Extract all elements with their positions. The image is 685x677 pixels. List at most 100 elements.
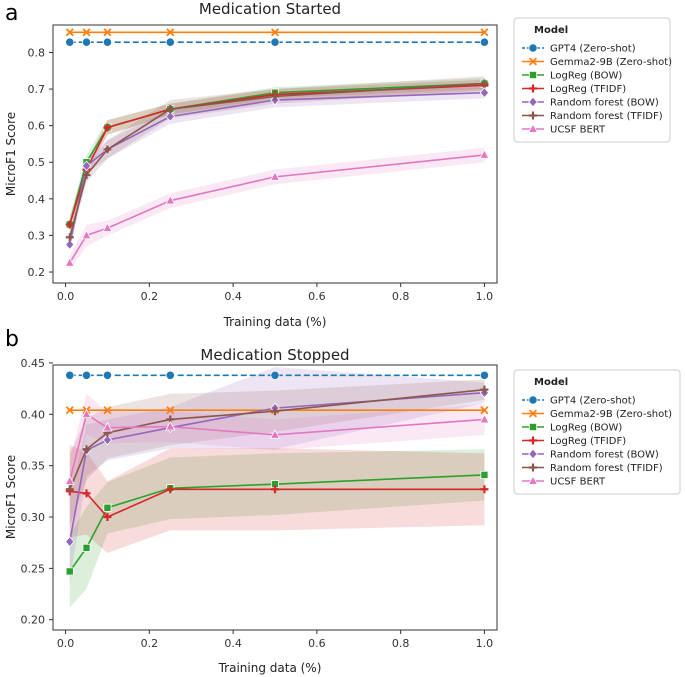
chart-panel-b: b Medication Stopped 0.0 0.2 0.4 0.6 0.8 1.0 0.2… — [4, 327, 681, 675]
x-axis-label: Training data (%) — [218, 661, 322, 675]
x-tick-label: 1.0 — [476, 290, 494, 303]
data-point — [166, 105, 175, 114]
data-point — [102, 422, 113, 432]
legend-label: LogReg (BOW) — [550, 71, 622, 82]
legend-marker — [528, 43, 538, 53]
legend-marker — [528, 96, 538, 108]
x-axis-label: Training data (%) — [223, 315, 327, 329]
data-point — [82, 28, 91, 37]
series-line — [68, 82, 485, 238]
legend-label: LogReg (TFIDF) — [550, 84, 626, 95]
panel-letter: a — [5, 1, 18, 26]
data-point — [65, 239, 75, 250]
series-line — [69, 388, 485, 490]
data-point — [103, 123, 112, 132]
legend-label: Random forest (BOW) — [550, 450, 659, 461]
x-tick-label: 0.6 — [308, 290, 326, 303]
legend-marker — [529, 436, 537, 445]
data-point — [269, 171, 281, 181]
legend-label: LogReg (TFIDF) — [550, 436, 626, 447]
y-tick-label: 0.3 — [28, 229, 46, 242]
series-line — [68, 391, 485, 542]
band-random-forest-tfidf — [69, 379, 485, 526]
data-point — [479, 149, 490, 159]
x-tick-label: 0.8 — [392, 637, 410, 650]
data-point — [103, 513, 112, 522]
legend-label: GPT4 (Zero-shot) — [550, 44, 636, 55]
panel-letter: b — [5, 327, 19, 352]
legend-label: UCSF BERT — [550, 477, 606, 488]
x-tick-label: 0.0 — [57, 290, 75, 303]
x-tick-label: 0.6 — [308, 637, 326, 650]
legend-marker — [529, 84, 537, 93]
data-point — [82, 543, 91, 552]
data-point — [271, 407, 279, 416]
legend-title: Model — [534, 377, 568, 388]
series-ucsf-bert — [64, 408, 490, 485]
y-tick-label: 0.40 — [21, 408, 46, 421]
data-point — [82, 171, 91, 180]
y-tick-label: 0.4 — [28, 193, 46, 206]
data-point — [165, 111, 176, 122]
data-point — [81, 408, 92, 419]
x-tick-label: 0.0 — [57, 637, 75, 650]
y-tick-label: 0.6 — [28, 120, 46, 133]
data-point — [480, 470, 489, 479]
x-tick-label: 0.4 — [224, 290, 242, 303]
chart-title: Medication Stopped — [200, 346, 349, 364]
data-point — [480, 79, 489, 88]
data-point — [65, 37, 75, 47]
series-gemma2-9b-zero-shot — [65, 28, 489, 37]
series-line — [68, 91, 485, 245]
legend-box — [513, 369, 681, 495]
legend-marker — [527, 475, 539, 485]
legend: Model GPT4 (Zero-shot) Gemma2-9B (Zero-sho… — [513, 17, 672, 143]
x-tick-label: 0.2 — [141, 290, 159, 303]
y-tick-label: 0.5 — [28, 156, 46, 169]
data-point — [102, 434, 113, 446]
x-tick-label: 0.8 — [392, 290, 410, 303]
y-axis-label: MicroF1 Score — [4, 112, 18, 196]
band-logreg-tfidf — [69, 445, 485, 553]
data-point — [479, 87, 490, 99]
data-point — [65, 536, 75, 548]
data-point — [65, 485, 74, 494]
legend-label: Random forest (BOW) — [550, 98, 659, 109]
data-point — [270, 28, 280, 37]
data-point — [165, 195, 176, 205]
y-tick-label: 0.8 — [28, 46, 46, 59]
data-point — [269, 429, 281, 439]
band-ucsf-bert — [69, 393, 485, 502]
legend-label: Gemma2-9B (Zero-shot) — [550, 57, 672, 68]
legend-label: GPT4 (Zero-shot) — [550, 396, 636, 407]
data-point — [165, 370, 175, 380]
data-point — [480, 385, 489, 394]
data-point — [102, 37, 113, 47]
data-point — [270, 37, 280, 47]
series-gpt4-zero-shot — [65, 37, 490, 47]
data-point — [81, 370, 92, 380]
data-point — [81, 229, 92, 240]
data-point — [165, 37, 175, 47]
data-point — [271, 92, 279, 101]
plot-frame — [52, 24, 498, 284]
chart-title: Medication Started — [199, 0, 341, 18]
legend-marker — [529, 71, 538, 80]
y-tick-label: 0.35 — [21, 460, 46, 473]
data-point — [103, 28, 112, 37]
data-point — [479, 370, 490, 380]
data-point — [103, 406, 112, 415]
legend-marker — [528, 395, 538, 405]
data-point — [165, 420, 176, 431]
legend-marker — [528, 409, 538, 418]
legend-marker — [528, 448, 538, 460]
series-gpt4-zero-shot — [65, 370, 490, 380]
x-tick-label: 1.0 — [476, 637, 494, 650]
chart-panel-a: a Medication Started 0.0 0.2 0.4 0.6 0.8 1.0 0.2… — [4, 0, 672, 329]
y-tick-label: 0.25 — [21, 562, 46, 575]
series-ucsf-bert — [64, 149, 490, 267]
data-point — [81, 160, 92, 172]
series-line — [68, 413, 485, 482]
data-point — [82, 489, 91, 498]
